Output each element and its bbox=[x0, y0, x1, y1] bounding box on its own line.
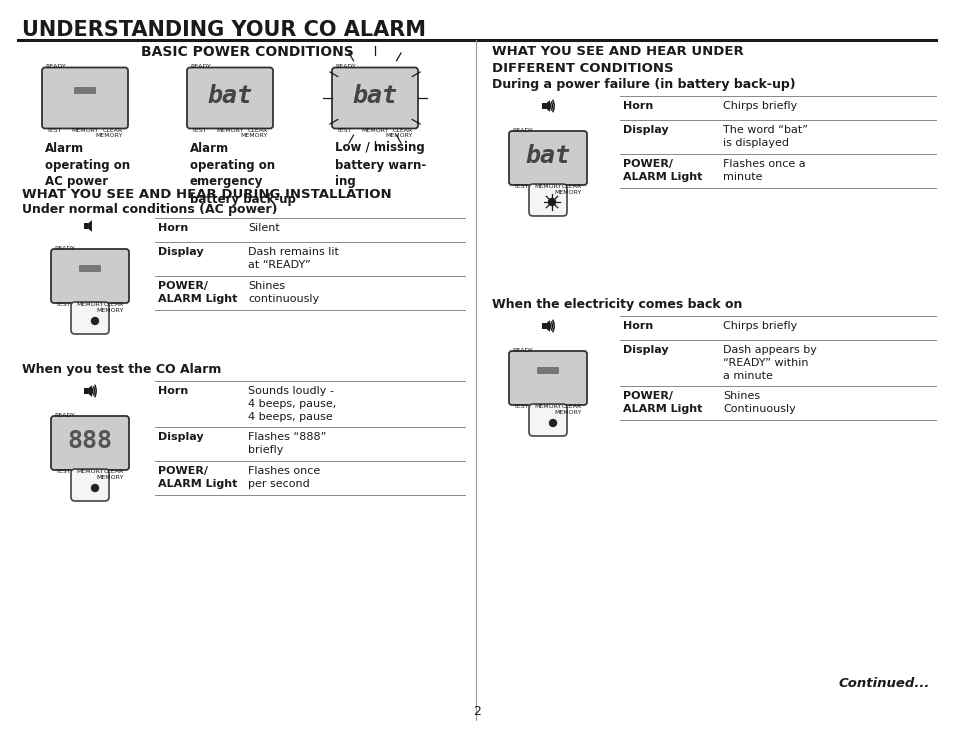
Text: Low / missing
battery warn-
ing: Low / missing battery warn- ing bbox=[335, 142, 426, 188]
Text: MEMORY: MEMORY bbox=[76, 302, 104, 307]
Text: Horn: Horn bbox=[158, 386, 188, 396]
Text: Flashes once a
minute: Flashes once a minute bbox=[722, 159, 804, 182]
Text: CLEAR
MEMORY: CLEAR MEMORY bbox=[96, 469, 124, 480]
Text: READY: READY bbox=[512, 128, 532, 133]
Text: MEMORY: MEMORY bbox=[534, 184, 561, 189]
Text: MEMORY: MEMORY bbox=[216, 128, 243, 133]
FancyBboxPatch shape bbox=[529, 404, 566, 436]
Text: bat: bat bbox=[208, 84, 253, 108]
Text: READY: READY bbox=[45, 64, 66, 69]
Polygon shape bbox=[84, 224, 88, 229]
FancyBboxPatch shape bbox=[529, 184, 566, 216]
Text: WHAT YOU SEE AND HEAR UNDER
DIFFERENT CONDITIONS: WHAT YOU SEE AND HEAR UNDER DIFFERENT CO… bbox=[492, 45, 743, 75]
Text: Dash remains lit
at “READY”: Dash remains lit at “READY” bbox=[248, 247, 338, 270]
FancyBboxPatch shape bbox=[71, 302, 109, 334]
Text: CLEAR
MEMORY: CLEAR MEMORY bbox=[240, 128, 268, 138]
Text: When you test the CO Alarm: When you test the CO Alarm bbox=[22, 363, 221, 376]
Polygon shape bbox=[545, 100, 549, 112]
Text: CLEAR
MEMORY: CLEAR MEMORY bbox=[554, 184, 581, 195]
Text: The word “bat”
is displayed: The word “bat” is displayed bbox=[722, 125, 807, 148]
Text: READY: READY bbox=[54, 246, 74, 251]
Text: POWER/
ALARM Light: POWER/ ALARM Light bbox=[158, 281, 237, 304]
Text: Shines
Continuously: Shines Continuously bbox=[722, 391, 795, 414]
Text: MEMORY: MEMORY bbox=[361, 128, 388, 133]
Text: Shines
continuously: Shines continuously bbox=[248, 281, 319, 304]
FancyBboxPatch shape bbox=[42, 67, 128, 128]
FancyBboxPatch shape bbox=[51, 416, 129, 470]
Text: CLEAR
MEMORY: CLEAR MEMORY bbox=[554, 404, 581, 415]
Text: TEST: TEST bbox=[514, 184, 529, 189]
Text: Display: Display bbox=[622, 345, 668, 355]
FancyBboxPatch shape bbox=[51, 249, 129, 303]
Text: TEST: TEST bbox=[514, 404, 529, 409]
Circle shape bbox=[549, 419, 556, 427]
Text: CLEAR
MEMORY: CLEAR MEMORY bbox=[95, 128, 123, 138]
Text: TEST: TEST bbox=[47, 128, 63, 133]
Text: Display: Display bbox=[622, 125, 668, 135]
Text: 2: 2 bbox=[473, 705, 480, 718]
Text: POWER/
ALARM Light: POWER/ ALARM Light bbox=[158, 466, 237, 489]
Circle shape bbox=[91, 485, 98, 492]
Text: Alarm
operating on
emergency
battery back-up: Alarm operating on emergency battery bac… bbox=[190, 142, 295, 205]
Text: When the electricity comes back on: When the electricity comes back on bbox=[492, 298, 741, 311]
Text: Continued...: Continued... bbox=[838, 677, 929, 690]
Text: TEST: TEST bbox=[336, 128, 352, 133]
Text: Sounds loudly -
4 beeps, pause,
4 beeps, pause: Sounds loudly - 4 beeps, pause, 4 beeps,… bbox=[248, 386, 335, 421]
Text: During a power failure (in battery back-up): During a power failure (in battery back-… bbox=[492, 78, 795, 91]
Text: MEMORY: MEMORY bbox=[76, 469, 104, 474]
FancyBboxPatch shape bbox=[509, 131, 586, 185]
Polygon shape bbox=[541, 323, 545, 328]
Text: bat: bat bbox=[525, 144, 570, 168]
Text: Flashes “888”
briefly: Flashes “888” briefly bbox=[248, 432, 326, 455]
FancyBboxPatch shape bbox=[332, 67, 417, 128]
Text: 888: 888 bbox=[68, 429, 112, 453]
FancyBboxPatch shape bbox=[79, 265, 101, 272]
Text: WHAT YOU SEE AND HEAR DURING INSTALLATION: WHAT YOU SEE AND HEAR DURING INSTALLATIO… bbox=[22, 188, 392, 201]
Text: READY: READY bbox=[190, 64, 211, 69]
Polygon shape bbox=[545, 320, 549, 332]
Text: Alarm
operating on
AC power: Alarm operating on AC power bbox=[45, 142, 130, 188]
Circle shape bbox=[91, 317, 98, 325]
Text: Chirps briefly: Chirps briefly bbox=[722, 321, 797, 331]
FancyBboxPatch shape bbox=[537, 367, 558, 374]
Text: Silent: Silent bbox=[248, 223, 279, 233]
Text: TEST: TEST bbox=[192, 128, 208, 133]
Polygon shape bbox=[88, 220, 91, 232]
FancyBboxPatch shape bbox=[74, 87, 96, 94]
Text: Horn: Horn bbox=[622, 321, 653, 331]
Text: bat: bat bbox=[352, 84, 397, 108]
Text: Horn: Horn bbox=[158, 223, 188, 233]
Circle shape bbox=[548, 199, 555, 205]
Text: BASIC POWER CONDITIONS: BASIC POWER CONDITIONS bbox=[140, 45, 353, 59]
Text: POWER/
ALARM Light: POWER/ ALARM Light bbox=[622, 159, 701, 182]
Text: Under normal conditions (AC power): Under normal conditions (AC power) bbox=[22, 203, 277, 216]
Polygon shape bbox=[84, 388, 88, 393]
Text: Display: Display bbox=[158, 432, 203, 442]
Text: MEMORY: MEMORY bbox=[71, 128, 98, 133]
Text: READY: READY bbox=[512, 348, 532, 353]
Text: TEST: TEST bbox=[56, 469, 71, 474]
FancyBboxPatch shape bbox=[71, 469, 109, 501]
Polygon shape bbox=[88, 385, 91, 397]
Text: Flashes once
per second: Flashes once per second bbox=[248, 466, 320, 489]
Text: UNDERSTANDING YOUR CO ALARM: UNDERSTANDING YOUR CO ALARM bbox=[22, 20, 426, 40]
Text: CLEAR
MEMORY: CLEAR MEMORY bbox=[96, 302, 124, 313]
Text: CLEAR
MEMORY: CLEAR MEMORY bbox=[385, 128, 413, 138]
Text: Chirps briefly: Chirps briefly bbox=[722, 101, 797, 111]
FancyBboxPatch shape bbox=[187, 67, 273, 128]
Text: Display: Display bbox=[158, 247, 203, 257]
Text: READY: READY bbox=[54, 413, 74, 418]
Polygon shape bbox=[541, 103, 545, 108]
Text: Dash appears by
“READY” within
a minute: Dash appears by “READY” within a minute bbox=[722, 345, 816, 381]
Text: READY: READY bbox=[335, 64, 355, 69]
FancyBboxPatch shape bbox=[509, 351, 586, 405]
Text: TEST: TEST bbox=[56, 302, 71, 307]
Text: POWER/
ALARM Light: POWER/ ALARM Light bbox=[622, 391, 701, 414]
Text: Horn: Horn bbox=[622, 101, 653, 111]
Text: MEMORY: MEMORY bbox=[534, 404, 561, 409]
